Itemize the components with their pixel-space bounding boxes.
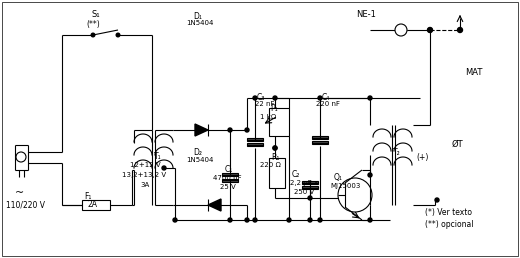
Circle shape	[308, 196, 312, 200]
Circle shape	[253, 218, 257, 222]
Text: D₁: D₁	[193, 12, 202, 21]
Text: S₁: S₁	[92, 10, 100, 19]
Text: F₁: F₁	[84, 192, 92, 201]
Bar	[269, 158, 285, 188]
Text: 1 kΩ: 1 kΩ	[260, 114, 276, 120]
Text: (**): (**)	[86, 20, 100, 29]
Circle shape	[253, 96, 257, 100]
Text: D₂: D₂	[193, 148, 202, 157]
Text: C₂: C₂	[292, 170, 301, 179]
Text: 4700 μF: 4700 μF	[213, 175, 242, 181]
Text: 2,2 μF x: 2,2 μF x	[290, 180, 318, 186]
Text: T₂: T₂	[393, 148, 401, 157]
Text: 12+12 V: 12+12 V	[130, 162, 161, 168]
Text: 110/220 V: 110/220 V	[6, 200, 45, 209]
Circle shape	[162, 166, 166, 170]
Text: 3A: 3A	[140, 182, 149, 188]
Bar	[222, 173, 238, 176]
Text: C₃: C₃	[257, 93, 265, 102]
Circle shape	[368, 218, 372, 222]
Bar	[302, 186, 318, 189]
Text: 13,2+13,2 V: 13,2+13,2 V	[122, 172, 166, 178]
Circle shape	[338, 178, 372, 212]
Circle shape	[228, 128, 232, 132]
Bar	[222, 179, 238, 182]
Bar	[312, 136, 328, 139]
Bar	[312, 141, 328, 144]
Circle shape	[91, 33, 95, 37]
Circle shape	[245, 218, 249, 222]
Circle shape	[308, 218, 312, 222]
Circle shape	[228, 218, 232, 222]
Text: 2A: 2A	[87, 200, 97, 209]
Text: (*) Ver texto: (*) Ver texto	[425, 208, 472, 217]
Text: C₁: C₁	[225, 165, 233, 174]
Text: ~: ~	[16, 188, 24, 198]
Text: 220 nF: 220 nF	[316, 101, 340, 107]
Bar	[247, 138, 263, 141]
Text: 1N5404: 1N5404	[186, 20, 213, 26]
Bar	[247, 143, 263, 146]
Text: 250 V: 250 V	[294, 189, 314, 195]
Text: (+): (+)	[416, 153, 428, 162]
Text: R₁: R₁	[271, 153, 279, 162]
Circle shape	[273, 146, 277, 150]
Text: T₁: T₁	[154, 152, 162, 161]
Circle shape	[428, 28, 432, 32]
Circle shape	[435, 198, 439, 202]
Text: 22 nF: 22 nF	[255, 101, 275, 107]
Circle shape	[16, 152, 26, 162]
Text: Q₁: Q₁	[334, 173, 343, 182]
Circle shape	[173, 218, 177, 222]
Circle shape	[245, 128, 249, 132]
Text: C₄: C₄	[322, 93, 330, 102]
Polygon shape	[208, 199, 221, 211]
Circle shape	[273, 96, 277, 100]
Circle shape	[116, 33, 120, 37]
Text: P₁: P₁	[270, 104, 278, 113]
Circle shape	[427, 28, 433, 33]
Bar	[269, 108, 289, 136]
Text: 1N5404: 1N5404	[186, 157, 213, 163]
Bar	[302, 181, 318, 184]
Text: MJ15003: MJ15003	[330, 183, 360, 189]
Text: ØT: ØT	[452, 140, 464, 149]
Bar	[82, 200, 110, 210]
Circle shape	[273, 146, 277, 150]
Circle shape	[318, 96, 322, 100]
Text: (**) opcional: (**) opcional	[425, 220, 474, 229]
Circle shape	[318, 218, 322, 222]
Circle shape	[368, 173, 372, 177]
Text: 25 V: 25 V	[220, 184, 236, 190]
Circle shape	[395, 24, 407, 36]
Polygon shape	[195, 124, 208, 136]
Text: 220 Ω: 220 Ω	[260, 162, 281, 168]
Text: NE-1: NE-1	[356, 10, 376, 19]
Circle shape	[287, 218, 291, 222]
Circle shape	[458, 28, 462, 33]
Circle shape	[368, 96, 372, 100]
Text: MAT: MAT	[465, 68, 483, 77]
